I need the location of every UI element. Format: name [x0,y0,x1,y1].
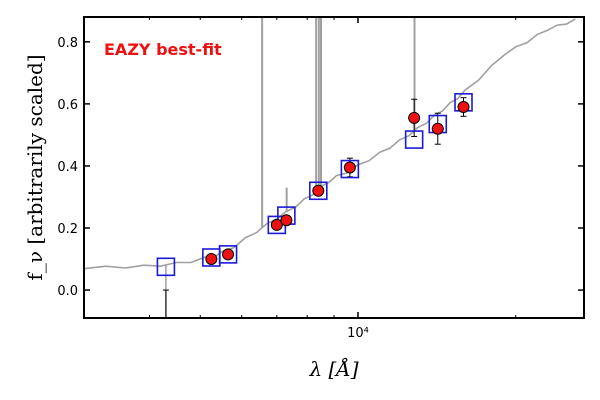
observed-point-8 [457,100,470,113]
observed-point-2 [270,218,283,231]
observed-point-4 [312,184,325,197]
observed-point-7 [431,122,444,135]
y-tick-label-3: 0.6 [57,98,78,113]
x-axis-label-text: λ [Å] [308,356,358,381]
template-box-5 [308,181,328,201]
template-box-6 [340,159,360,179]
observed-point-1 [222,248,235,261]
template-photometry [156,93,473,277]
plot-frame [83,16,585,319]
observed-point-5 [343,161,356,174]
y-tick-label-2: 0.4 [57,160,78,175]
observed-point-6 [408,111,421,124]
spectral-lines [165,17,416,318]
x-tick-label-0: 10⁴ [347,326,369,341]
x-axis-label: λ [Å] [308,356,358,381]
y-axis-label: f_ν [arbitrarily scaled] [23,54,47,280]
observed-photometry [205,100,470,266]
template-box-0 [156,257,176,277]
observed-point-0 [205,253,218,266]
observed-point-3 [280,214,293,227]
annotation-label: EAZY best-fit [104,40,222,59]
template-box-2 [218,245,238,264]
y-tick-label-1: 0.2 [57,222,78,237]
axis-ticks: 0.0 0.2 0.4 0.6 0.8 10⁴ [57,17,584,341]
y-tick-label-0: 0.0 [57,284,78,299]
y-tick-label-4: 0.8 [57,36,78,51]
template-box-7 [404,130,424,149]
